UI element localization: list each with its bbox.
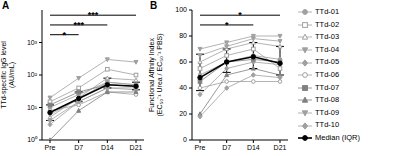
- html-text:TTd-05: TTd-05: [315, 57, 340, 67]
- svg-text:10²: 10²: [27, 71, 38, 78]
- svg-text:20: 20: [179, 110, 187, 117]
- html-text:TTd-03: TTd-03: [315, 32, 340, 42]
- svg-text:*: *: [225, 20, 229, 30]
- svg-text:***: ***: [88, 10, 99, 20]
- svg-text:*: *: [63, 30, 67, 40]
- svg-text:10³: 10³: [27, 39, 38, 46]
- html-text:TTd-02: TTd-02: [315, 19, 340, 29]
- svg-text:Functional Affinity Index(EC₅₀: Functional Affinity Index(EC₅₀⁻¹ Urea / …: [148, 33, 164, 116]
- svg-text:60: 60: [179, 58, 187, 65]
- html-text:TTd-10: TTd-10: [315, 120, 340, 130]
- svg-text:10⁰: 10⁰: [27, 136, 38, 143]
- html-text:TTd-04: TTd-04: [315, 44, 340, 54]
- svg-text:D14: D14: [247, 144, 260, 151]
- html-text:TTd-06: TTd-06: [315, 70, 340, 79]
- svg-text:Pre: Pre: [45, 144, 56, 151]
- svg-text:TTd-specific IgG level(AU/mL): TTd-specific IgG level(AU/mL): [8, 41, 16, 109]
- svg-text:***: ***: [73, 20, 84, 30]
- html-text:Median (IQR): Median (IQR): [315, 132, 360, 142]
- svg-text:D7: D7: [74, 144, 83, 151]
- svg-text:10¹: 10¹: [27, 104, 38, 111]
- html-text:TTd-08: TTd-08: [315, 95, 340, 105]
- html-text:A: A: [2, 0, 10, 11]
- svg-text:D21: D21: [274, 144, 287, 151]
- svg-text:D7: D7: [222, 144, 231, 151]
- svg-text:80: 80: [179, 32, 187, 39]
- html-text:B: B: [150, 0, 158, 11]
- svg-text:D14: D14: [101, 144, 114, 151]
- svg-text:Pre: Pre: [195, 144, 206, 151]
- html-text:TTd-09: TTd-09: [315, 107, 340, 117]
- html-text:TTd-07: TTd-07: [315, 82, 340, 92]
- svg-text:100: 100: [175, 6, 187, 13]
- html-text:TTd-01: TTd-01: [315, 7, 340, 16]
- svg-text:0: 0: [183, 136, 187, 143]
- svg-text:*: *: [238, 10, 242, 20]
- svg-text:40: 40: [179, 84, 187, 91]
- svg-text:D21: D21: [130, 144, 143, 151]
